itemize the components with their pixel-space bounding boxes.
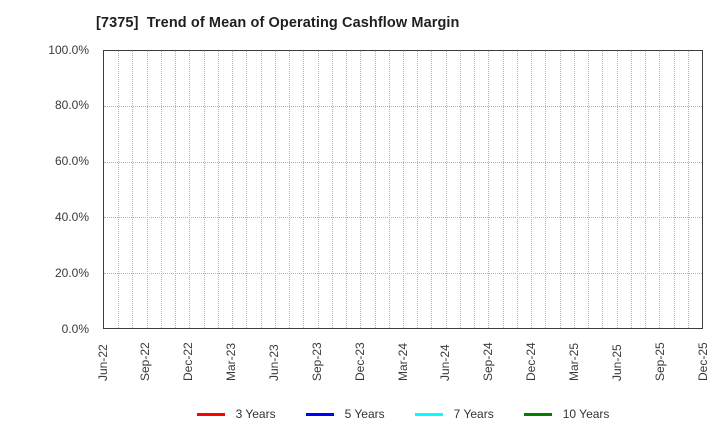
grid-line-vertical xyxy=(317,51,319,328)
grid-line-vertical xyxy=(289,51,291,328)
legend-item: 3 Years xyxy=(196,407,276,421)
grid-line-vertical xyxy=(459,51,461,328)
y-tick-label: 40.0% xyxy=(54,209,89,224)
legend-label: 10 Years xyxy=(562,407,610,421)
x-tick-label: Dec-23 xyxy=(352,342,367,381)
grid-line-vertical xyxy=(559,51,561,328)
x-tick-label: Mar-25 xyxy=(566,342,581,381)
x-tick-label: Sep-24 xyxy=(481,342,496,381)
legend-line-swatch xyxy=(414,412,443,416)
legend-label: 7 Years xyxy=(453,407,494,421)
y-tick-label: 20.0% xyxy=(54,265,89,280)
x-tick-label: Mar-23 xyxy=(224,342,239,381)
legend-label: 3 Years xyxy=(235,407,276,421)
grid-line-vertical xyxy=(360,51,362,328)
legend-item: 10 Years xyxy=(523,407,610,421)
grid-line-vertical xyxy=(303,51,305,328)
grid-line-vertical xyxy=(630,51,632,328)
x-tick-label: Dec-22 xyxy=(181,342,196,381)
chart-title: [7375] Trend of Mean of Operating Cashfl… xyxy=(96,15,460,31)
grid-line-vertical xyxy=(673,51,675,328)
grid-line-vertical xyxy=(160,51,162,328)
grid-line-vertical xyxy=(331,51,333,328)
grid-line-horizontal xyxy=(104,272,702,274)
grid-line-vertical xyxy=(588,51,590,328)
x-tick-label: Dec-24 xyxy=(524,342,539,381)
y-tick-label: 0.0% xyxy=(61,321,89,336)
legend-item: 7 Years xyxy=(414,407,494,421)
x-tick-label: Jun-22 xyxy=(95,344,110,381)
grid-line-vertical xyxy=(445,51,447,328)
grid-line-vertical xyxy=(417,51,419,328)
grid-line-vertical xyxy=(260,51,262,328)
grid-line-vertical xyxy=(274,51,276,328)
grid-line-horizontal xyxy=(104,217,702,219)
legend-line-swatch xyxy=(523,412,552,416)
x-tick-label: Dec-25 xyxy=(695,342,710,381)
grid-line-vertical xyxy=(488,51,490,328)
grid-line-vertical xyxy=(388,51,390,328)
legend: 3 Years 5 Years 7 Years 10 Years xyxy=(103,405,703,423)
plot-area xyxy=(103,50,703,329)
grid-line-vertical xyxy=(602,51,604,328)
x-tick-label: Mar-24 xyxy=(395,342,410,381)
grid-line-vertical xyxy=(474,51,476,328)
grid-line-vertical xyxy=(516,51,518,328)
y-tick-label: 100.0% xyxy=(48,42,89,57)
grid-line-vertical xyxy=(232,51,234,328)
legend-label: 5 Years xyxy=(344,407,385,421)
y-tick-label: 60.0% xyxy=(54,154,89,169)
grid-line-vertical xyxy=(175,51,177,328)
y-tick-label: 80.0% xyxy=(54,98,89,113)
grid-line-vertical xyxy=(659,51,661,328)
grid-line-vertical xyxy=(545,51,547,328)
grid-line-vertical xyxy=(645,51,647,328)
grid-line-vertical xyxy=(189,51,191,328)
grid-line-vertical xyxy=(217,51,219,328)
grid-line-horizontal xyxy=(104,106,702,108)
grid-line-vertical xyxy=(531,51,533,328)
grid-line-vertical xyxy=(346,51,348,328)
grid-line-vertical xyxy=(403,51,404,328)
grid-line-vertical xyxy=(573,51,575,328)
x-tick-label: Jun-23 xyxy=(266,344,281,381)
grid-line-vertical xyxy=(374,51,376,328)
grid-line-vertical xyxy=(118,51,120,328)
grid-line-vertical xyxy=(132,51,134,328)
legend-item: 5 Years xyxy=(305,407,385,421)
grid-line-vertical xyxy=(203,51,205,328)
grid-line-vertical xyxy=(431,51,433,328)
x-tick-label: Sep-25 xyxy=(652,342,667,381)
x-tick-label: Sep-22 xyxy=(138,342,153,381)
legend-line-swatch xyxy=(305,412,334,416)
grid-line-vertical xyxy=(502,51,504,328)
grid-line-vertical xyxy=(246,51,248,328)
x-tick-label: Jun-24 xyxy=(438,344,453,381)
grid-line-horizontal xyxy=(104,161,702,163)
legend-line-swatch xyxy=(196,412,225,416)
grid-line-vertical xyxy=(687,51,689,328)
grid-line-vertical xyxy=(146,51,148,328)
x-tick-label: Sep-23 xyxy=(309,342,324,381)
grid-line-vertical xyxy=(616,51,618,328)
x-tick-label: Jun-25 xyxy=(609,344,624,381)
